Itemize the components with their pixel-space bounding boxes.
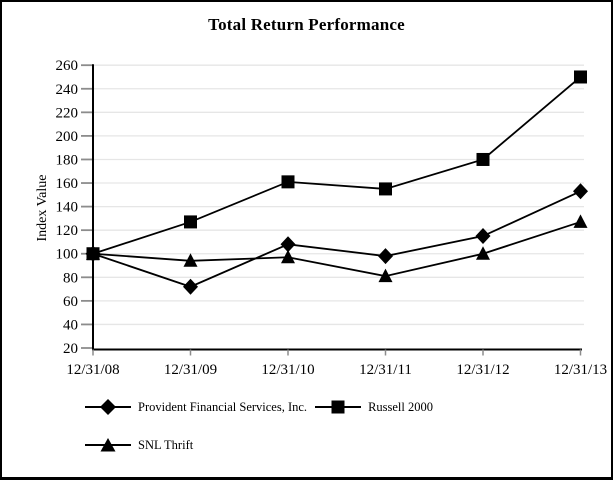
x-tick-label: 12/31/08 bbox=[66, 362, 119, 378]
square-marker bbox=[281, 175, 295, 189]
diamond-marker bbox=[183, 278, 198, 295]
diamond-marker bbox=[378, 248, 393, 265]
y-tick-label: 80 bbox=[63, 270, 78, 286]
square-marker bbox=[379, 182, 392, 196]
y-tick-label: 220 bbox=[56, 105, 79, 121]
triangle-marker bbox=[183, 253, 198, 267]
triangle-marker bbox=[378, 268, 393, 283]
y-tick-label: 180 bbox=[56, 152, 79, 168]
y-tick-label: 100 bbox=[56, 247, 79, 263]
y-tick-label: 160 bbox=[56, 176, 79, 192]
legend-item-russell: Russell 2000 bbox=[315, 398, 433, 416]
triangle-marker bbox=[281, 249, 295, 264]
legend-label-russell: Russell 2000 bbox=[368, 399, 433, 414]
series-line bbox=[92, 221, 581, 278]
triangle-marker bbox=[476, 246, 490, 260]
square-marker bbox=[184, 215, 197, 229]
diamond-marker bbox=[280, 236, 296, 253]
y-tick-label: 20 bbox=[63, 341, 78, 357]
x-tick-label: 12/31/09 bbox=[164, 362, 217, 378]
chart-svg: 20 40 60 80 100 120 140 160 180 200 220 240 260 12/31… bbox=[56, 58, 608, 378]
x-tick-label: 12/31/11 bbox=[359, 362, 412, 378]
x-tick-label: 12/31/13 bbox=[554, 362, 607, 378]
diamond-marker bbox=[573, 183, 588, 200]
y-tick-label: 260 bbox=[56, 58, 79, 74]
legend-item-snl-thrift: SNL Thrift bbox=[85, 436, 193, 454]
series-line bbox=[92, 190, 581, 288]
legend-row-2: SNL Thrift bbox=[85, 436, 193, 454]
x-tick-label: 12/31/10 bbox=[261, 362, 314, 378]
y-tick-label: 200 bbox=[56, 129, 79, 145]
y-tick-label: 140 bbox=[56, 200, 79, 216]
diamond-marker-icon bbox=[85, 399, 131, 415]
y-tick-label: 120 bbox=[56, 223, 79, 239]
legend-label-snl-thrift: SNL Thrift bbox=[138, 437, 194, 452]
y-tick-label: 60 bbox=[63, 294, 78, 310]
chart-title: Total Return Performance bbox=[208, 15, 405, 34]
y-tick-label: 240 bbox=[56, 82, 79, 98]
triangle-marker bbox=[86, 246, 100, 260]
series-line bbox=[92, 76, 582, 255]
triangle-marker bbox=[573, 214, 588, 228]
diamond-marker bbox=[475, 228, 491, 245]
x-tick-label: 12/31/12 bbox=[456, 362, 509, 378]
legend-row-1: Provident Financial Services, Inc. Russe… bbox=[85, 398, 433, 416]
legend-label-provident: Provident Financial Services, Inc. bbox=[138, 399, 308, 414]
square-marker bbox=[574, 70, 587, 84]
triangle-marker-icon bbox=[85, 438, 131, 452]
square-marker bbox=[476, 152, 490, 166]
square-marker-icon bbox=[315, 400, 362, 414]
legend-item-provident: Provident Financial Services, Inc. bbox=[85, 398, 307, 416]
y-tick-label: 40 bbox=[63, 317, 78, 333]
